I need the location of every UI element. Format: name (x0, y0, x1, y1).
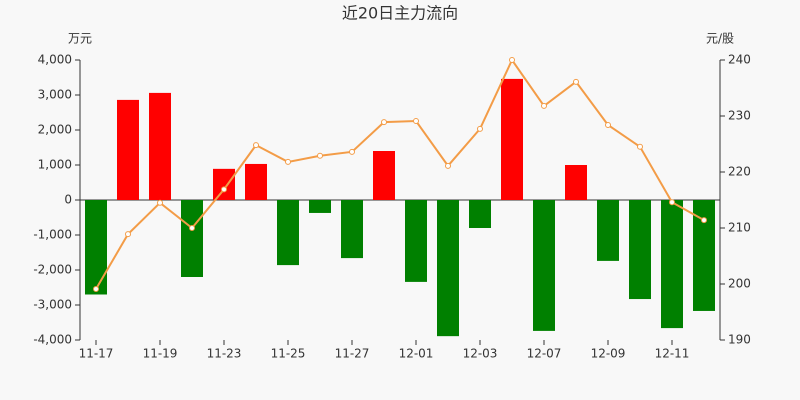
price-point (93, 286, 99, 293)
bar (245, 163, 267, 200)
y2-tick-label: 230 (728, 109, 751, 123)
price-point (285, 158, 291, 165)
chart-title: 近20日主力流向 (342, 4, 458, 23)
price-point (413, 118, 419, 125)
bar (373, 151, 395, 200)
y-tick-label: 2,000 (38, 123, 72, 137)
x-tick-label: 12-07 (527, 347, 562, 361)
price-point (349, 148, 355, 155)
y-tick-label: -2,000 (33, 263, 72, 277)
x-tick-label: 12-11 (655, 347, 690, 361)
y-unit: 万元 (68, 32, 92, 46)
y2-tick-label: 240 (728, 53, 751, 67)
y-tick-label: 3,000 (38, 88, 72, 102)
y2-tick-label: 190 (728, 333, 751, 347)
price-point (317, 152, 323, 159)
bar (149, 92, 171, 200)
bar (629, 200, 651, 300)
bar (85, 200, 107, 295)
price-point (637, 143, 643, 150)
price-point (125, 231, 131, 238)
x-tick-label: 12-01 (399, 347, 434, 361)
price-point (701, 217, 707, 224)
bar (117, 99, 139, 200)
y-tick-label: -3,000 (33, 298, 72, 312)
bar (533, 200, 555, 331)
price-point (221, 186, 227, 193)
x-tick-label: 11-23 (207, 347, 242, 361)
y2-tick-label: 200 (728, 277, 751, 291)
price-point (509, 57, 515, 63)
bar (277, 200, 299, 266)
y2-unit: 元/股 (706, 32, 734, 46)
x-tick-label: 11-27 (335, 347, 370, 361)
bar (405, 200, 427, 282)
x-tick-label: 11-19 (143, 347, 178, 361)
bar (661, 200, 683, 329)
bar (437, 200, 459, 337)
bar (181, 200, 203, 277)
price-line (95, 58, 705, 290)
price-point (445, 162, 451, 169)
price-point (477, 125, 483, 132)
bar (693, 200, 715, 311)
price-point (253, 142, 259, 149)
bar (597, 200, 619, 261)
price-point (669, 199, 675, 206)
bar (341, 200, 363, 259)
y-tick-label: 4,000 (38, 53, 72, 67)
y-tick-label: 1,000 (38, 158, 72, 172)
x-tick-label: 11-17 (79, 347, 114, 361)
x-tick-label: 12-09 (591, 347, 626, 361)
price-point (157, 199, 163, 206)
x-tick-label: 12-03 (463, 347, 498, 361)
y2-tick-label: 220 (728, 165, 751, 179)
bar (501, 78, 523, 200)
bar (469, 200, 491, 228)
x-tick-label: 11-25 (271, 347, 306, 361)
bar (565, 165, 587, 200)
price-point (605, 121, 611, 128)
y-tick-label: 0 (64, 193, 72, 207)
y-tick-label: -4,000 (33, 333, 72, 347)
bar (213, 168, 235, 200)
y2-tick-label: 210 (728, 221, 751, 235)
price-point (189, 225, 195, 231)
bar (309, 200, 331, 213)
price-point (541, 102, 547, 109)
price-point (573, 78, 579, 85)
y-tick-label: -1,000 (33, 228, 72, 242)
price-point (381, 119, 387, 126)
